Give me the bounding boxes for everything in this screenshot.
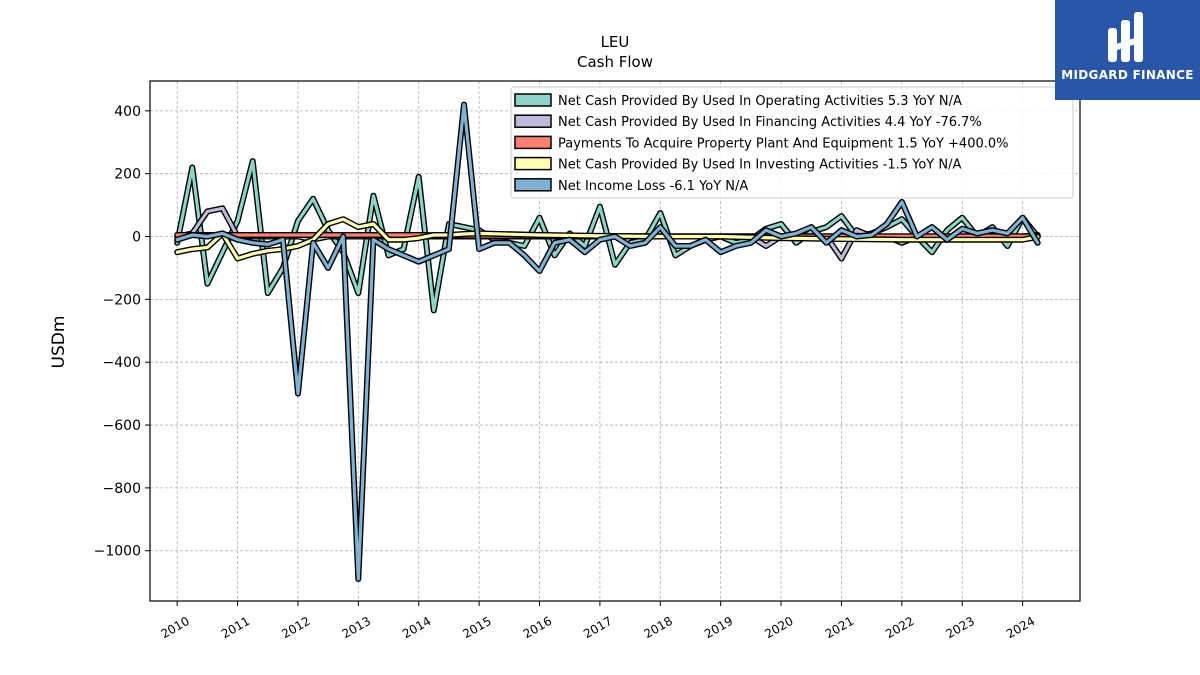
x-tick-label: 2022: [883, 614, 916, 641]
legend-swatch: [514, 114, 552, 128]
legend: Net Cash Provided By Used In Operating A…: [510, 86, 1074, 199]
legend-entry: Net Cash Provided By Used In Operating A…: [558, 94, 962, 109]
legend-entry: Payments To Acquire Property Plant And E…: [558, 136, 1009, 151]
chart-title: LEU: [601, 33, 630, 51]
y-tick-label: −1000: [94, 544, 141, 560]
y-tick-label: −400: [103, 355, 141, 371]
y-tick-label: 0: [132, 230, 141, 246]
plot-frame: [149, 80, 1081, 602]
chart-subtitle: Cash Flow: [577, 53, 653, 71]
x-tick-label: 2010: [158, 614, 191, 641]
x-tick-label: 2016: [521, 614, 554, 641]
x-tick-label: 2021: [823, 614, 856, 641]
y-tick-label: −800: [103, 481, 141, 497]
x-axis-ticks: 2010 2011 2012 2013 2014 2015 2016 2017 2018 2019…: [158, 601, 1037, 641]
midgard-logo-icon: [1108, 12, 1143, 62]
y-tick-label: −200: [103, 292, 141, 308]
series-5-line: [175, 102, 1040, 581]
x-tick-label: 2019: [702, 614, 735, 641]
legend-entry: Net Cash Provided By Used In Investing A…: [558, 158, 961, 173]
legend-entry: Net Cash Provided By Used In Financing A…: [558, 115, 982, 130]
y-axis-ticks: 400 200 0 −200 −400 −600 −800 −1000: [94, 104, 150, 560]
x-tick-label: 2024: [1004, 614, 1037, 641]
x-tick-label: 2018: [642, 614, 675, 641]
y-tick-label: 200: [114, 167, 141, 183]
y-tick-label: −600: [103, 418, 141, 434]
legend-swatch: [514, 156, 552, 171]
brand-logo: MIDGARD FINANCE: [1055, 0, 1200, 100]
x-tick-label: 2013: [340, 614, 373, 641]
legend-swatch: [514, 135, 552, 150]
x-tick-label: 2012: [279, 614, 312, 641]
series-layer: [174, 101, 1041, 582]
x-tick-label: 2015: [460, 614, 493, 641]
legend-swatch: [514, 93, 552, 107]
brand-name: MIDGARD FINANCE: [1061, 68, 1194, 82]
x-tick-label: 2011: [219, 614, 252, 641]
y-tick-label: 400: [114, 104, 141, 120]
x-tick-label: 2020: [762, 614, 795, 641]
legend-swatch: [514, 178, 552, 192]
x-tick-label: 2023: [944, 614, 977, 641]
legend-box: [510, 86, 1074, 199]
legend-entry: Net Income Loss -6.1 YoY N/A: [558, 179, 748, 194]
x-tick-label: 2014: [400, 614, 433, 641]
y-axis-label: USDm: [49, 316, 69, 369]
x-tick-label: 2017: [581, 614, 614, 641]
